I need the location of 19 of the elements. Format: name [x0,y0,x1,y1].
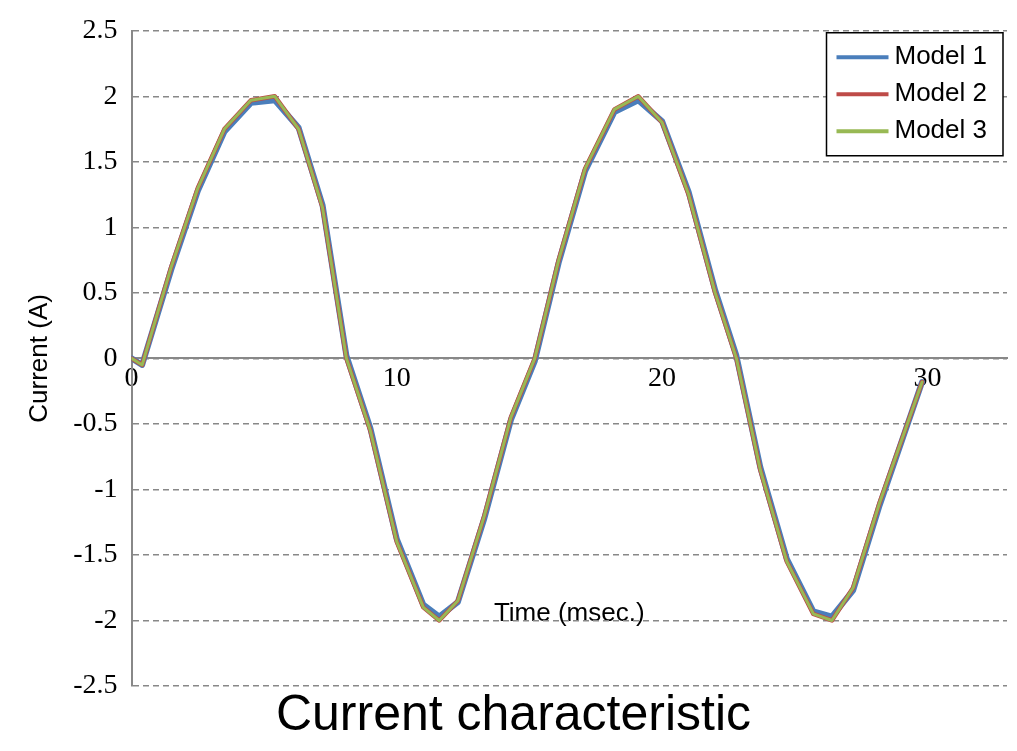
text: Current characteristic [275,684,752,741]
y-tick-label: 0 [103,340,118,372]
y-tick-label: 1.5 [82,144,118,176]
y-axis-title: Current (A) [22,294,53,423]
y-tick-label: -1 [94,471,118,503]
y-tick-label: -2 [94,602,118,634]
y-tick-label: -1.5 [73,537,118,569]
legend-label: Model 1 [894,40,987,71]
legend-label: Model 2 [894,77,987,108]
y-tick-label: 0.5 [82,275,118,307]
y-tick-label: 2 [103,78,118,110]
y-tick-label: -0.5 [73,406,118,438]
legend-label: Model 3 [894,114,987,145]
x-tick-label: 20 [648,360,677,392]
y-tick-label: 2.5 [82,13,118,45]
y-tick-label: -2.5 [73,668,118,700]
x-tick-label: 10 [382,360,411,392]
y-tick-label: 1 [103,209,118,241]
x-axis-title: Time (msec.) [493,596,645,627]
